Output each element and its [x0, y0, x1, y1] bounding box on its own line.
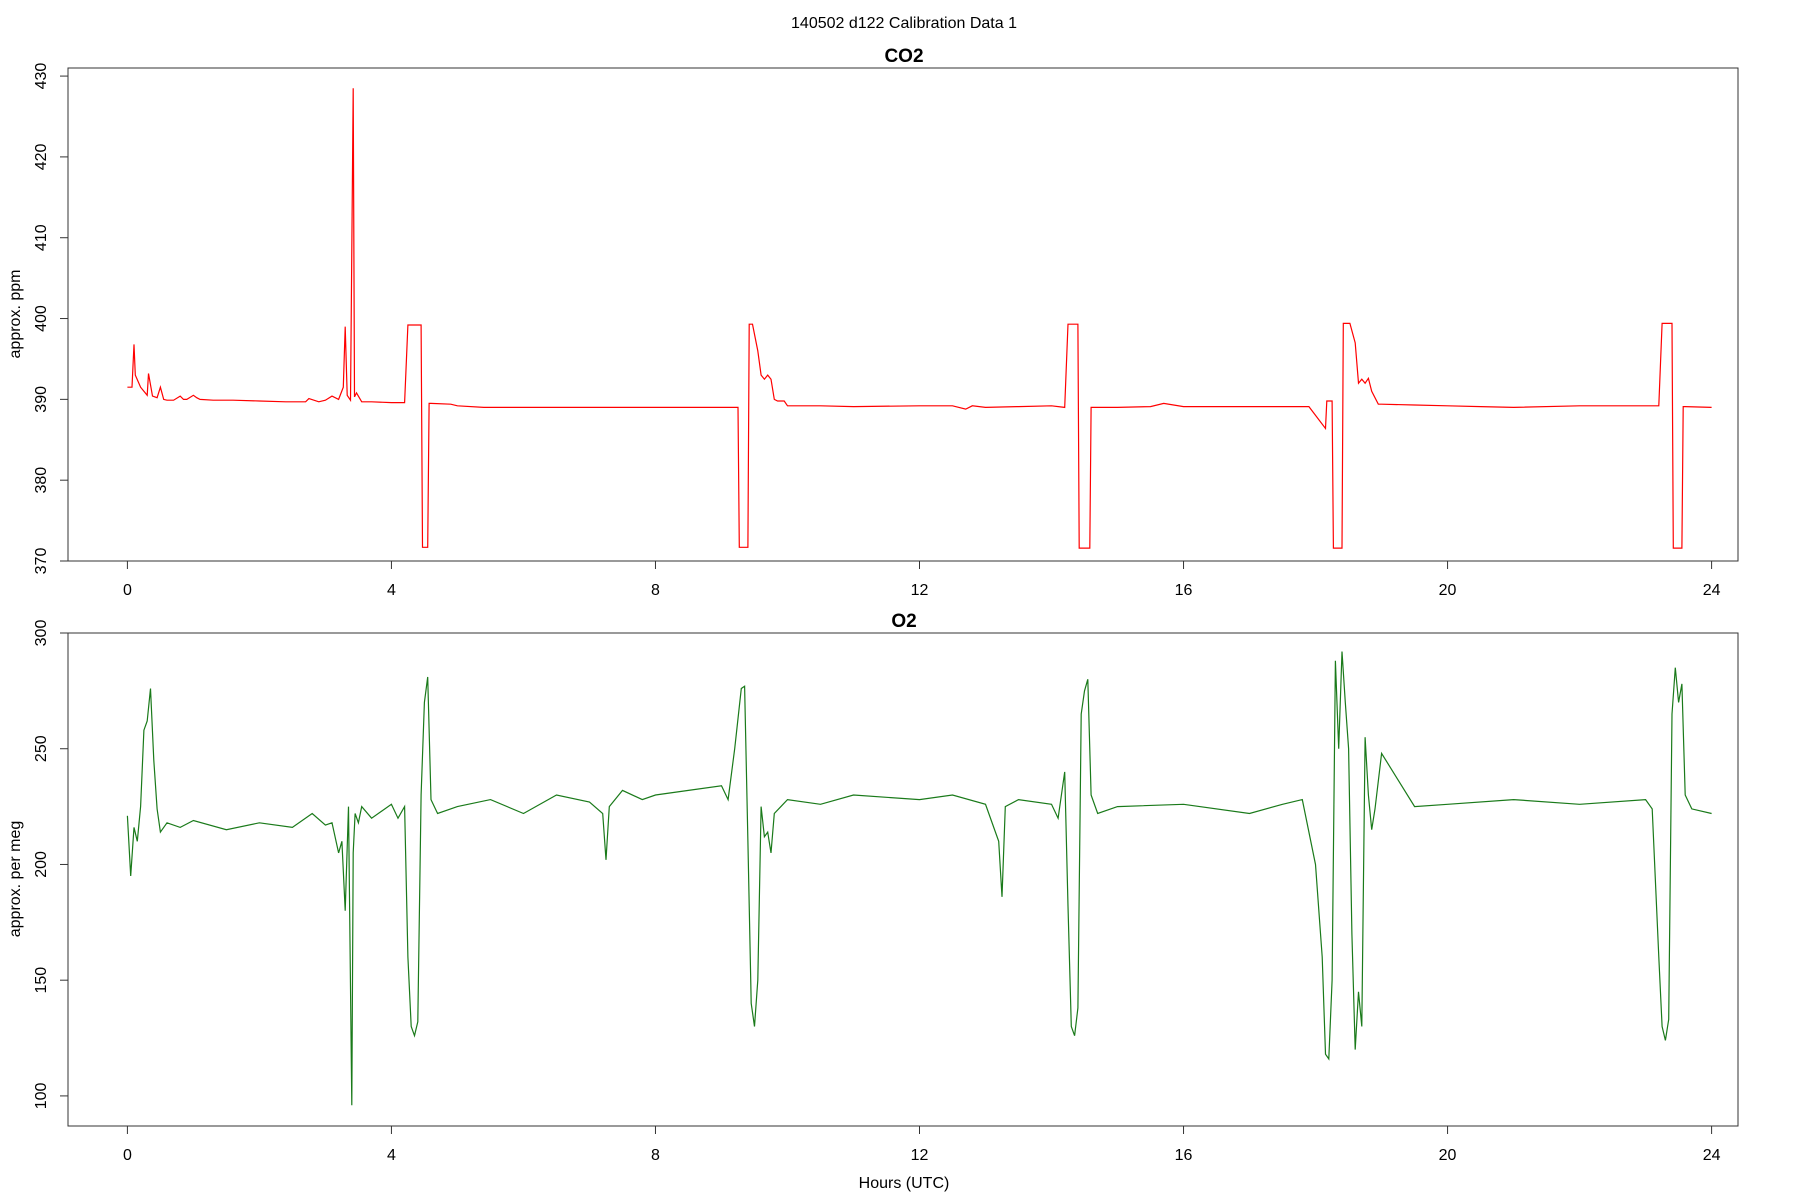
o2-x-tick-label: 20	[1439, 1147, 1457, 1164]
co2-y-tick-label: 400	[33, 305, 50, 332]
o2-y-tick-label: 100	[33, 1082, 50, 1109]
x-axis-label: Hours (UTC)	[859, 1175, 950, 1192]
co2-x-axis: 0 4 8 12 16 20 24	[123, 561, 1721, 599]
co2-panel-title: CO2	[884, 46, 923, 67]
co2-y-tick-label: 370	[33, 548, 50, 575]
co2-y-tick-label: 390	[33, 386, 50, 413]
o2-x-tick-label: 12	[911, 1147, 929, 1164]
o2-x-tick-label: 16	[1175, 1147, 1193, 1164]
co2-y-axis-label: approx. ppm	[7, 270, 24, 359]
o2-plot-frame	[67, 632, 1739, 1127]
o2-y-tick-label: 200	[33, 851, 50, 878]
o2-x-tick-label: 4	[387, 1147, 396, 1164]
co2-x-tick-label: 20	[1439, 582, 1457, 599]
o2-x-axis: 0 4 8 12 16 20 24	[123, 1126, 1721, 1164]
o2-y-axis-label: approx. per meg	[7, 821, 24, 938]
o2-x-tick-label: 0	[123, 1147, 132, 1164]
o2-series-line	[126, 651, 1712, 1106]
co2-x-tick-label: 24	[1703, 582, 1721, 599]
co2-y-tick-label: 420	[33, 143, 50, 170]
co2-x-tick-label: 0	[123, 582, 132, 599]
o2-y-tick-label: 300	[33, 620, 50, 647]
o2-x-tick-label: 8	[651, 1147, 660, 1164]
co2-series-line	[127, 88, 1712, 549]
co2-y-tick-label: 410	[33, 224, 50, 251]
o2-y-tick-label: 150	[33, 967, 50, 994]
figure-title: 140502 d122 Calibration Data 1	[791, 15, 1017, 32]
o2-y-axis: 100 150 200 250 300	[33, 620, 68, 1109]
o2-y-tick-label: 250	[33, 735, 50, 762]
co2-x-tick-label: 16	[1175, 582, 1193, 599]
o2-x-tick-label: 24	[1703, 1147, 1721, 1164]
co2-plot-frame	[67, 67, 1739, 562]
o2-panel-title: O2	[891, 611, 916, 632]
co2-x-tick-label: 12	[911, 582, 929, 599]
co2-y-tick-label: 380	[33, 467, 50, 494]
co2-x-tick-label: 8	[651, 582, 660, 599]
co2-y-tick-label: 430	[33, 63, 50, 90]
co2-panel: CO2 approx. ppm 0 4 8 12 16 20 24 370 380 390 400…	[7, 46, 1739, 599]
co2-y-axis: 370 380 390 400 410 420 430	[33, 63, 68, 575]
co2-x-tick-label: 4	[387, 582, 396, 599]
o2-panel: O2 approx. per meg 0 4 8 12 16 20 24 100 150 200…	[7, 611, 1739, 1164]
